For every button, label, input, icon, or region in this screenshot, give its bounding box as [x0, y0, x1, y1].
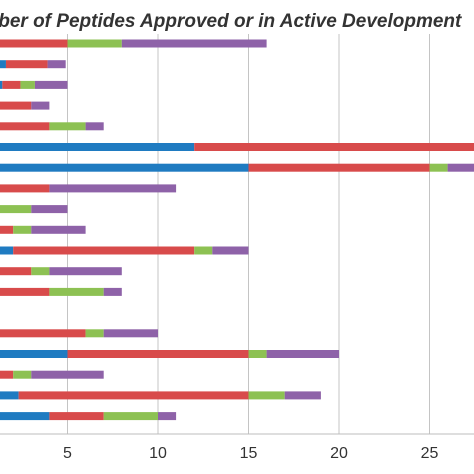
- bar-segment: [0, 391, 19, 400]
- bar-segment: [18, 391, 249, 400]
- x-tick-label: 25: [421, 445, 439, 462]
- bar-segment: [0, 184, 50, 193]
- bar-segment: [284, 391, 321, 400]
- bar-segment: [103, 329, 158, 338]
- bar-segment: [34, 80, 68, 89]
- bar-layer: [0, 39, 474, 421]
- bar-segment: [0, 163, 249, 172]
- bar-segment: [5, 60, 48, 69]
- bar-segment: [0, 80, 3, 89]
- bar-segment: [248, 350, 267, 358]
- bar-segment: [0, 225, 14, 234]
- bar-segment: [49, 267, 122, 276]
- bar-segment: [212, 246, 249, 255]
- bar-segment: [85, 329, 104, 338]
- x-tick-label: 20: [330, 445, 348, 462]
- bar-segment: [49, 287, 104, 296]
- bar-segment: [0, 101, 32, 110]
- bar-segment: [49, 184, 177, 193]
- bar-segment: [31, 101, 50, 110]
- bar-segment: [0, 370, 14, 379]
- x-tick-label: 5: [63, 445, 72, 462]
- bar-segment: [0, 205, 32, 214]
- bar-segment: [158, 412, 177, 421]
- bar-segment: [49, 412, 104, 421]
- bar-segment: [49, 122, 86, 131]
- bar-segment: [0, 60, 6, 69]
- bar-segment: [67, 39, 122, 48]
- bar-segment: [13, 246, 195, 255]
- bar-segment: [429, 163, 448, 172]
- bar-segment: [248, 391, 285, 400]
- bar-segment: [447, 163, 474, 172]
- bar-segment: [103, 412, 158, 421]
- chart-title: Number of Peptides Approved or in Active…: [0, 11, 462, 32]
- bar-segment: [31, 370, 104, 379]
- grid-layer: [0, 34, 474, 435]
- bar-segment: [47, 60, 66, 69]
- bar-segment: [0, 287, 50, 296]
- x-tick-label: 15: [240, 445, 258, 462]
- bar-segment: [2, 80, 21, 89]
- bar-segment: [20, 80, 35, 89]
- bar-segment: [0, 329, 86, 338]
- bar-segment: [13, 225, 32, 234]
- bar-segment: [103, 287, 122, 296]
- bar-segment: [248, 163, 430, 172]
- bar-segment: [0, 143, 195, 151]
- bar-segment: [0, 267, 32, 276]
- bar-segment: [13, 370, 32, 379]
- bar-segment: [0, 39, 68, 48]
- x-axis-ticks: 5 10 15 20 25: [63, 445, 438, 462]
- bar-segment: [31, 267, 50, 276]
- bar-segment: [0, 122, 50, 131]
- bar-segment: [194, 143, 474, 151]
- bar-segment: [31, 205, 68, 214]
- bar-segment: [0, 412, 50, 421]
- bar-segment: [194, 246, 213, 255]
- bar-segment: [0, 350, 68, 358]
- bar-segment: [266, 350, 339, 358]
- bar-segment: [31, 225, 86, 234]
- x-tick-label: 10: [149, 445, 167, 462]
- bar-segment: [121, 39, 267, 48]
- bar-segment: [85, 122, 104, 131]
- bar-segment: [0, 246, 14, 255]
- bar-segment: [67, 350, 249, 358]
